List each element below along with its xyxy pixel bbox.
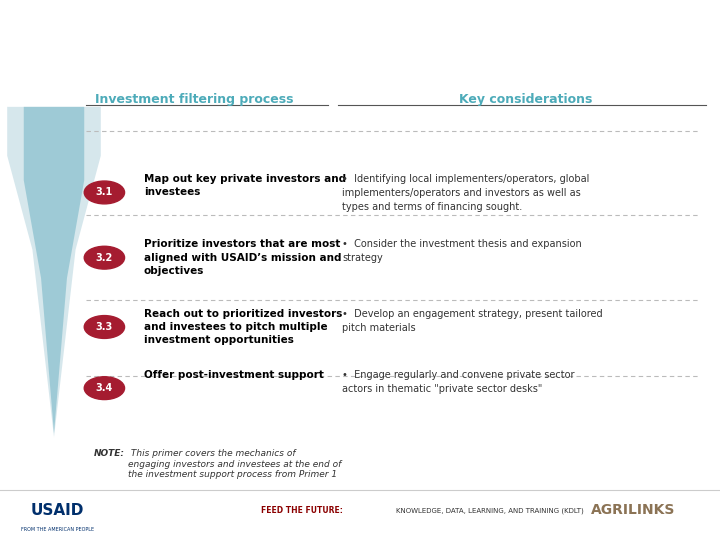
Text: KNOWLEDGE, DATA, LEARNING, AND TRAINING (KDLT): KNOWLEDGE, DATA, LEARNING, AND TRAINING …: [396, 507, 584, 514]
Text: 3.2: 3.2: [96, 253, 113, 262]
Text: Reach out to prioritized investors
and investees to pitch multiple
investment op: Reach out to prioritized investors and i…: [144, 309, 343, 345]
Text: USAID: USAID: [31, 503, 84, 518]
Text: NOTE:: NOTE:: [94, 449, 125, 458]
Text: Opportunities: Opportunities: [587, 53, 706, 68]
Text: 3.3: 3.3: [96, 322, 113, 332]
Text: 🌾 FEED•THE•FUTURE: 🌾 FEED•THE•FUTURE: [14, 19, 129, 30]
Circle shape: [84, 246, 125, 269]
Text: Prioritize investors that are most
aligned with USAID’s mission and
objectives: Prioritize investors that are most align…: [144, 239, 341, 276]
Text: Primer 3: Engaging Investors and: Primer 3: Engaging Investors and: [418, 2, 706, 17]
Circle shape: [84, 181, 125, 204]
Text: FEED THE FUTURE:: FEED THE FUTURE:: [261, 506, 343, 515]
Text: •  Engage regularly and convene private sector
actors in thematic "private secto: • Engage regularly and convene private s…: [342, 370, 575, 394]
Text: Map out key private investors and
investees: Map out key private investors and invest…: [144, 174, 346, 197]
Polygon shape: [7, 107, 101, 437]
Text: •  Consider the investment thesis and expansion
strategy: • Consider the investment thesis and exp…: [342, 239, 582, 264]
Circle shape: [84, 377, 125, 400]
Text: 3.1: 3.1: [96, 187, 113, 198]
Text: This primer covers the mechanics of
engaging investors and investees at the end : This primer covers the mechanics of enga…: [128, 449, 341, 479]
Text: Offer post-investment support: Offer post-investment support: [144, 370, 324, 380]
Circle shape: [84, 315, 125, 339]
Text: FROM THE AMERICAN PEOPLE: FROM THE AMERICAN PEOPLE: [21, 526, 94, 532]
Text: Key considerations: Key considerations: [459, 92, 593, 105]
Text: 3.4: 3.4: [96, 383, 113, 393]
Text: •  Develop an engagement strategy, present tailored
pitch materials: • Develop an engagement strategy, presen…: [342, 309, 603, 333]
Text: The U.S. Government's Global Hunger & Food Security Initiative: The U.S. Government's Global Hunger & Fo…: [14, 43, 171, 48]
Polygon shape: [24, 107, 84, 433]
Text: Investees around Prioritized: Investees around Prioritized: [462, 28, 706, 43]
Text: Investment filtering process: Investment filtering process: [95, 92, 294, 105]
Text: •  Identifying local implementers/operators, global
implementers/operators and i: • Identifying local implementers/operato…: [342, 174, 590, 212]
Text: AGRILINKS: AGRILINKS: [591, 503, 676, 517]
